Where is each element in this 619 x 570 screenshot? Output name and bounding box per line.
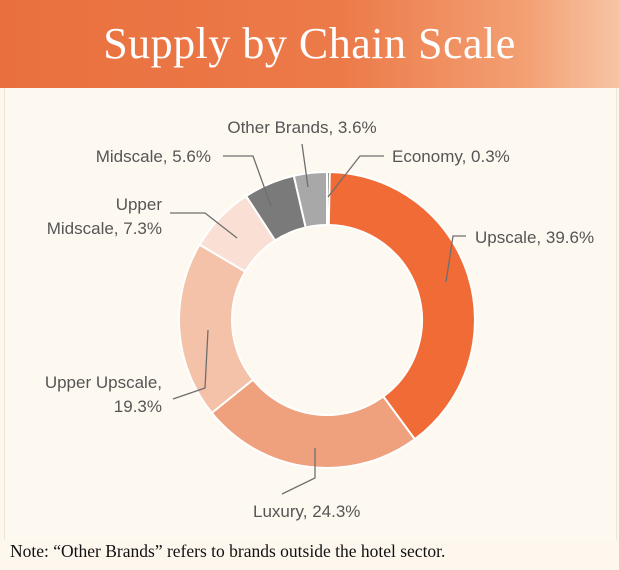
leader-line-luxury <box>281 448 316 495</box>
data-label-upper-midscale: Upper Midscale, 7.3% <box>47 195 163 238</box>
donut-chart: Economy, 0.3% Upscale, 39.6% Luxury, 24.3%… <box>45 118 594 521</box>
data-label-line: Economy, 0.3% <box>392 147 510 166</box>
data-label-line: Upper <box>116 195 163 214</box>
footnote: Note: “Other Brands” refers to brands ou… <box>10 541 446 561</box>
data-label-line: Midscale, 5.6% <box>96 147 211 166</box>
data-label-midscale: Midscale, 5.6% <box>96 147 211 166</box>
data-label-line: Midscale, 7.3% <box>47 219 162 238</box>
slices-group <box>178 170 476 469</box>
leader-line-upscale <box>445 235 466 283</box>
leader-line-economy <box>327 155 384 198</box>
slice-upscale <box>327 171 476 441</box>
data-label-luxury: Luxury, 24.3% <box>253 502 360 521</box>
data-label-economy: Economy, 0.3% <box>392 147 510 166</box>
data-label-other-brands: Other Brands, 3.6% <box>227 118 376 137</box>
slice-other-brands <box>292 170 328 229</box>
data-label-line: Luxury, 24.3% <box>253 502 360 521</box>
leader-line-upper-upscale <box>172 329 209 400</box>
chart-title: Supply by Chain Scale <box>103 18 516 68</box>
labels-group: Economy, 0.3% Upscale, 39.6% Luxury, 24.3%… <box>45 118 594 521</box>
leader-line-midscale <box>223 155 272 207</box>
data-label-line: Upscale, 39.6% <box>475 228 594 247</box>
data-label-line: Upper Upscale, <box>45 373 162 392</box>
header-banner: Supply by Chain Scale <box>0 0 619 88</box>
leader-lines-group <box>170 143 466 495</box>
leader-line-other-brands <box>301 143 309 188</box>
data-label-line: Other Brands, 3.6% <box>227 118 376 137</box>
data-label-line: 19.3% <box>114 397 162 416</box>
data-label-upper-upscale: Upper Upscale, 19.3% <box>45 373 162 416</box>
leader-line-upper-midscale <box>170 212 238 239</box>
slice-luxury <box>210 378 417 469</box>
data-label-upscale: Upscale, 39.6% <box>475 228 594 247</box>
